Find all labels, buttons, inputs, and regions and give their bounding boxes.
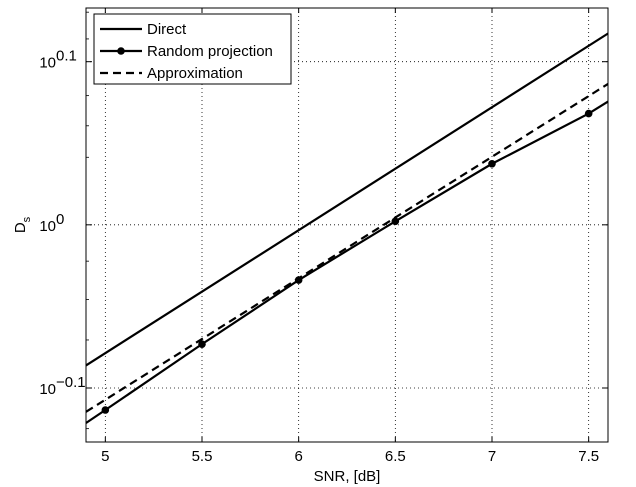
y-axis-label-main: D [12,222,29,233]
y-tick-label: 10 [39,381,56,398]
legend-label: Approximation [147,65,243,82]
legend-label: Direct [147,21,187,38]
y-tick-label: 10 [39,55,56,72]
y-tick-label-exponent: 0.1 [56,48,77,65]
series-marker [101,406,110,414]
x-axis-label: SNR, [dB] [314,468,381,485]
y-axis-label: Ds [12,216,33,233]
y-tick-label-exponent: −0.1 [56,374,86,391]
y-tick-label-base: 10 [39,55,56,72]
series-marker [584,109,593,118]
y-tick-label-exponent: 0 [56,211,64,228]
legend: Direct Random projection Approximation [93,13,292,85]
series-marker [391,217,400,226]
series-layer [85,32,609,424]
series-line-2 [85,82,609,413]
series-marker [488,159,496,168]
y-tick-label: 10 [39,218,56,235]
legend-label: Random projection [147,43,273,60]
x-tick-label: 6 [294,448,302,465]
y-tick-label-base: 10 [39,218,56,235]
y-tick-label-base: 10 [39,381,56,398]
x-tick-label: 7 [488,448,496,465]
x-tick-label: 7.5 [578,448,599,465]
x-tick-label: 6.5 [385,448,406,465]
y-axis-label-subscript: s [21,216,33,222]
series-marker [198,340,206,348]
x-tick-label: 5 [101,448,109,465]
legend-marker [117,47,125,55]
ticks: 5 5.5 6 6.5 7 7.510 −0.110 010 0.1 [39,8,608,465]
x-tick-label: 5.5 [192,448,213,465]
series-line-1 [85,100,609,424]
series-line-0 [85,32,609,367]
